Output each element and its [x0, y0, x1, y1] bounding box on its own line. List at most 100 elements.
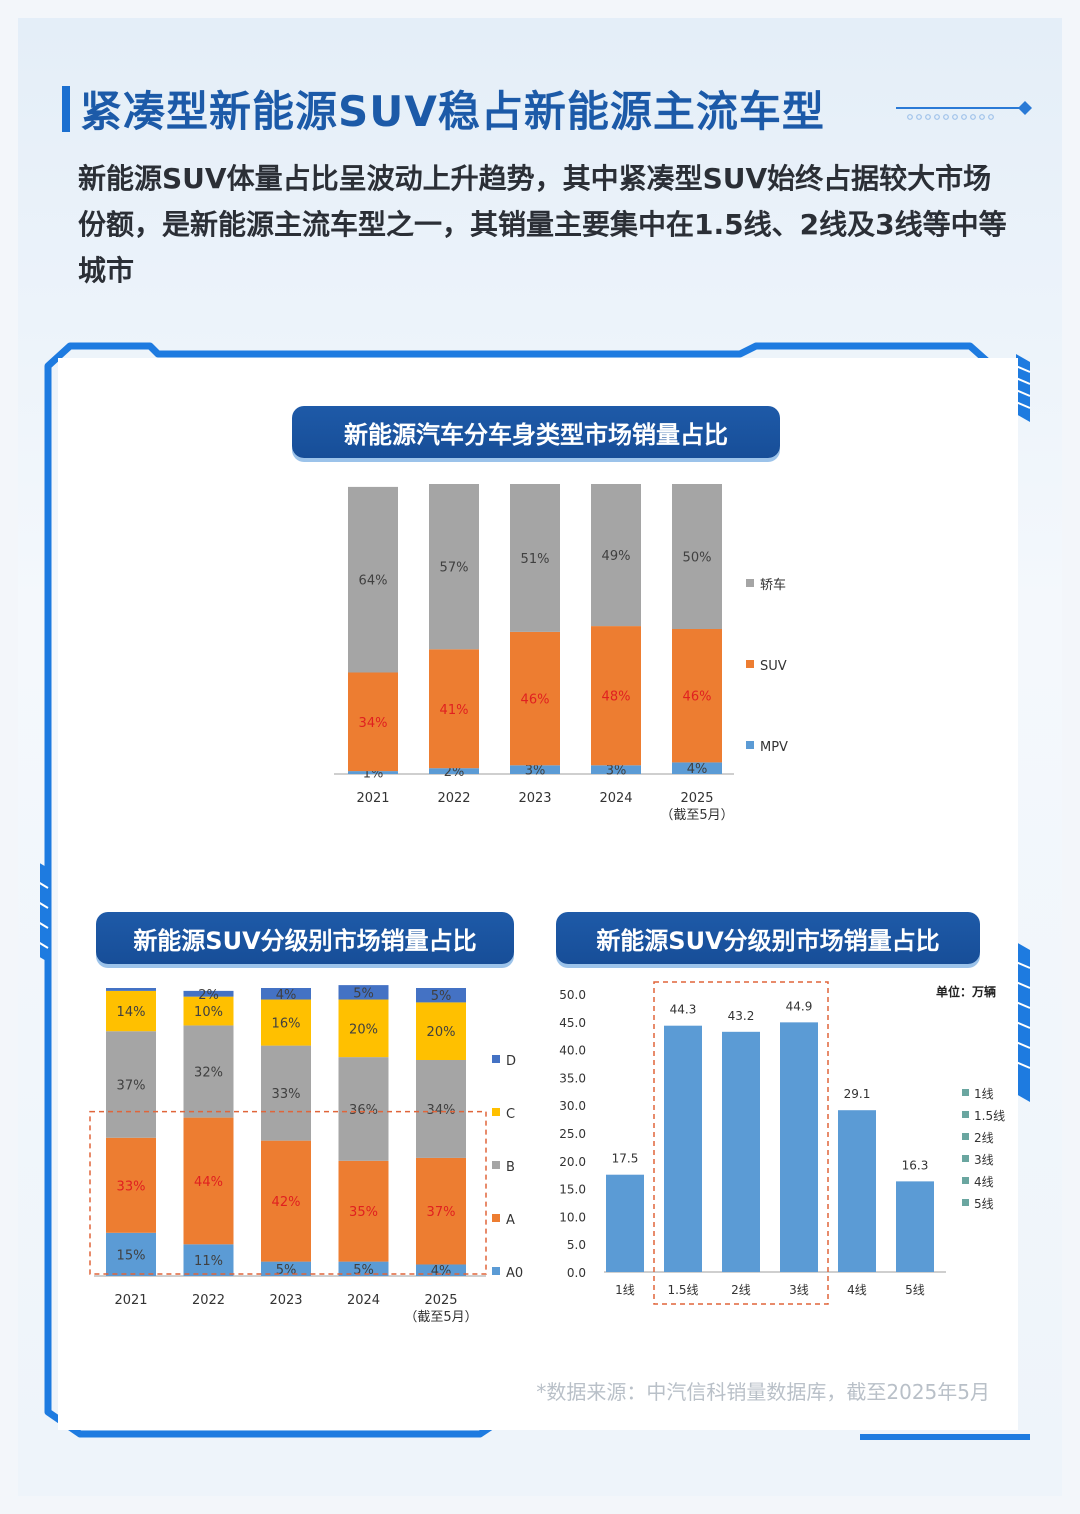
- bar-1.5线: [664, 1025, 702, 1272]
- data-label: 29.1: [844, 1087, 871, 1101]
- data-label: 11%: [194, 1254, 223, 1269]
- intro-paragraph: 新能源SUV体量占比呈波动上升趋势，其中紧凑型SUV始终占据较大市场份额，是新能…: [78, 162, 1007, 287]
- x-tick-sublabel: （截至5月）: [660, 808, 733, 823]
- data-label: 14%: [117, 1005, 146, 1020]
- title-accent-bar: [62, 86, 70, 132]
- data-label: 20%: [349, 1022, 378, 1037]
- bar-1线: [606, 1174, 644, 1272]
- bar-C-2023: [261, 999, 311, 1046]
- data-label: 3%: [606, 764, 627, 779]
- x-tick-label: 1线: [615, 1283, 635, 1297]
- bar-A0-2021: [106, 1232, 156, 1276]
- legend-label: D: [506, 1054, 516, 1069]
- legend-swatch-1线: [962, 1089, 969, 1096]
- chart3-title: 新能源SUV分级别市场销量占比: [556, 912, 980, 964]
- data-label: 5%: [353, 1263, 374, 1278]
- data-label: 5%: [276, 1263, 297, 1278]
- bar-B-2023: [261, 1045, 311, 1141]
- data-label: 44.9: [786, 999, 813, 1013]
- legend-label: SUV: [760, 659, 787, 674]
- bar-B-2022: [183, 1025, 234, 1118]
- bar-D-2023: [261, 988, 311, 1000]
- legend-label: B: [506, 1160, 515, 1175]
- bar-MPV-2023: [510, 765, 560, 774]
- legend-label: 1线: [974, 1087, 994, 1101]
- x-tick-label: 2024: [599, 791, 632, 806]
- data-label: 44%: [194, 1175, 223, 1190]
- bar-A-2023: [261, 1140, 311, 1262]
- bar-A-2021: [106, 1137, 156, 1233]
- chart2-title: 新能源SUV分级别市场销量占比: [96, 912, 514, 964]
- legend-label: 5线: [974, 1197, 994, 1211]
- legend-label: A: [506, 1213, 515, 1228]
- legend-label: C: [506, 1107, 515, 1122]
- bar-C-2024: [338, 999, 389, 1058]
- body-type-share-chart: 1%34%64%20212%41%57%20223%46%51%20233%48…: [334, 484, 788, 823]
- data-label: 20%: [427, 1025, 456, 1040]
- bar-MPV-2022: [429, 768, 479, 774]
- legend-swatch-2线: [962, 1133, 969, 1140]
- data-label: 57%: [440, 561, 469, 576]
- bar-B-2025: [416, 1060, 466, 1158]
- bar-B-2021: [106, 1031, 156, 1138]
- legend-swatch-B: [492, 1161, 500, 1169]
- bar-轿车-2025: [672, 484, 722, 629]
- data-label: 10%: [194, 1005, 223, 1020]
- legend-swatch-A: [492, 1214, 500, 1222]
- data-label: 3%: [525, 764, 546, 779]
- x-tick-label: 1.5线: [667, 1283, 698, 1297]
- y-tick-label: 45.0: [559, 1016, 586, 1030]
- y-tick-label: 5.0: [567, 1238, 586, 1252]
- data-label: 48%: [602, 690, 631, 705]
- data-label: 2%: [198, 988, 219, 1003]
- legend-swatch-C: [492, 1108, 500, 1116]
- data-label: 46%: [683, 690, 712, 705]
- data-label: 43.2: [728, 1009, 755, 1023]
- data-label: 16%: [272, 1017, 301, 1032]
- page-title: 紧凑型新能源SUV稳占新能源主流车型: [80, 87, 825, 136]
- data-label: 33%: [272, 1087, 301, 1102]
- legend-label: 轿车: [760, 577, 786, 593]
- legend-label: 1.5线: [974, 1109, 1005, 1123]
- x-tick-label: 2025: [680, 791, 713, 806]
- bar-D-2025: [416, 988, 466, 1003]
- legend-swatch-轿车: [746, 579, 754, 587]
- data-label: 15%: [117, 1248, 146, 1263]
- bar-SUV-2022: [429, 649, 479, 769]
- bar-MPV-2021: [348, 771, 398, 774]
- data-label: 46%: [521, 693, 550, 708]
- legend-swatch-A0: [492, 1267, 500, 1275]
- x-tick-sublabel: （截至5月）: [404, 1310, 477, 1325]
- data-label: 35%: [349, 1205, 378, 1220]
- data-label: 64%: [359, 574, 388, 589]
- data-label: 51%: [521, 552, 550, 567]
- bar-轿车-2024: [591, 484, 641, 627]
- bar-SUV-2021: [348, 672, 398, 772]
- unit-label: 单位：万辆: [936, 984, 996, 999]
- bar-D-2022: [183, 990, 234, 997]
- data-label: 34%: [359, 716, 388, 731]
- data-label: 37%: [427, 1205, 456, 1220]
- data-label: 41%: [440, 703, 469, 718]
- data-label: 5%: [353, 986, 374, 1001]
- data-label: 17.5: [612, 1152, 639, 1166]
- x-tick-label: 3线: [789, 1283, 809, 1297]
- x-tick-label: 2024: [347, 1293, 380, 1308]
- x-tick-label: 2025: [424, 1293, 457, 1308]
- highlight-box-mid-tier: [653, 981, 829, 1305]
- bar-3线: [780, 1022, 818, 1272]
- data-label: 34%: [427, 1103, 456, 1118]
- title-decoration-icon: [896, 101, 1032, 120]
- data-label: 2%: [444, 765, 465, 780]
- bar-A0-2025: [416, 1264, 466, 1276]
- x-tick-label: 5线: [905, 1283, 925, 1297]
- y-tick-label: 25.0: [559, 1127, 586, 1141]
- x-tick-label: 2023: [518, 791, 551, 806]
- legend-swatch-1.5线: [962, 1111, 969, 1118]
- bar-4线: [838, 1110, 876, 1272]
- data-label: 4%: [431, 1264, 452, 1279]
- bar-MPV-2025: [672, 762, 722, 774]
- data-label: 49%: [602, 549, 631, 564]
- data-label: 5%: [431, 989, 452, 1004]
- bar-5线: [896, 1181, 934, 1272]
